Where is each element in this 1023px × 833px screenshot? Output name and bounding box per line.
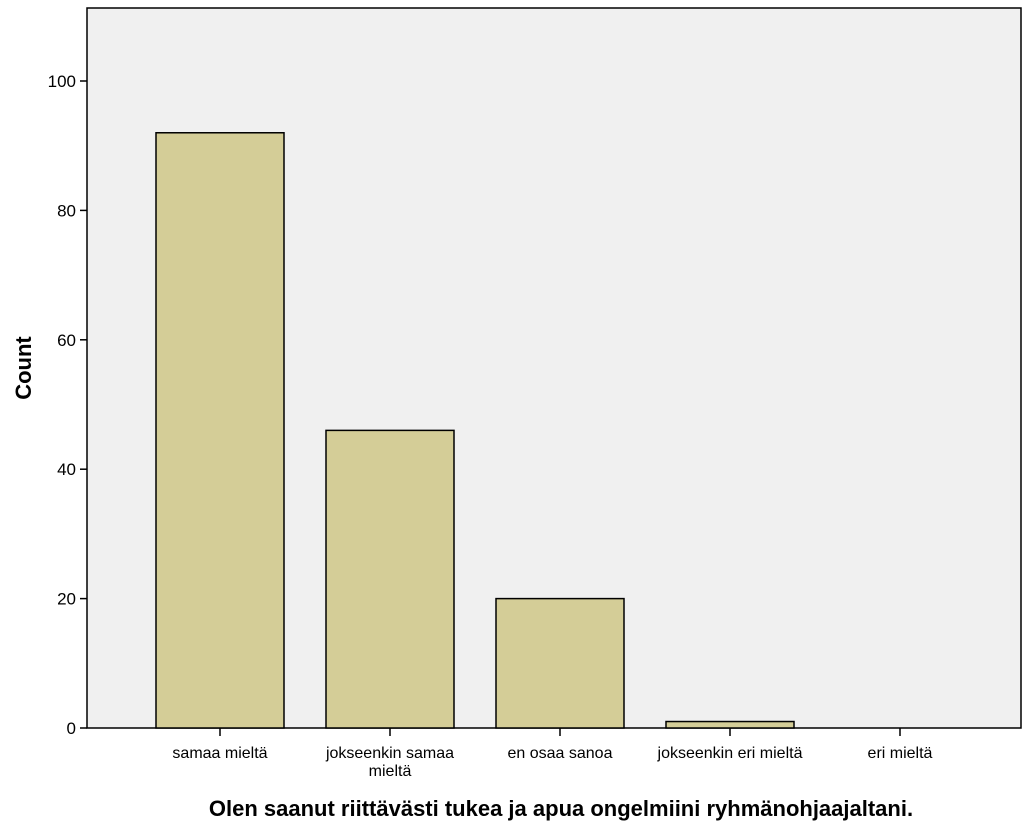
y-tick-label: 20 xyxy=(57,590,76,609)
y-tick-label: 0 xyxy=(67,719,76,738)
x-category-label: samaa mieltä xyxy=(172,745,267,762)
bar xyxy=(155,132,285,729)
y-tick-label: 60 xyxy=(57,331,76,350)
y-axis-title: Count xyxy=(11,336,36,400)
y-tick-label: 80 xyxy=(57,201,76,220)
bar xyxy=(325,429,455,729)
bar xyxy=(495,597,625,729)
x-category-label: jokseenkin samaa mieltä xyxy=(325,745,454,780)
x-category-label-line: jokseenkin eri mieltä xyxy=(657,745,803,762)
x-category-label: jokseenkin eri mieltä xyxy=(657,745,803,762)
x-category-label-line: en osaa sanoa xyxy=(508,745,613,762)
y-axis: 0 20 40 60 80 100 xyxy=(48,72,87,738)
x-category-label-line: jokseenkin samaa xyxy=(325,745,454,762)
x-category-label-line: mieltä xyxy=(369,763,412,780)
bar xyxy=(665,720,795,729)
x-category-label: en osaa sanoa xyxy=(508,745,613,762)
x-category-label-line: eri mieltä xyxy=(868,745,933,762)
bar-group xyxy=(155,132,795,729)
y-tick-label: 40 xyxy=(57,460,76,479)
x-category-label-line: samaa mieltä xyxy=(172,745,267,762)
x-axis: samaa mieltä jokseenkin samaa mieltä en osa… xyxy=(172,728,933,780)
x-axis-title: Olen saanut riittävästi tukea ja apua on… xyxy=(209,796,913,821)
y-tick-label: 100 xyxy=(48,72,76,91)
x-category-label: eri mieltä xyxy=(868,745,933,762)
